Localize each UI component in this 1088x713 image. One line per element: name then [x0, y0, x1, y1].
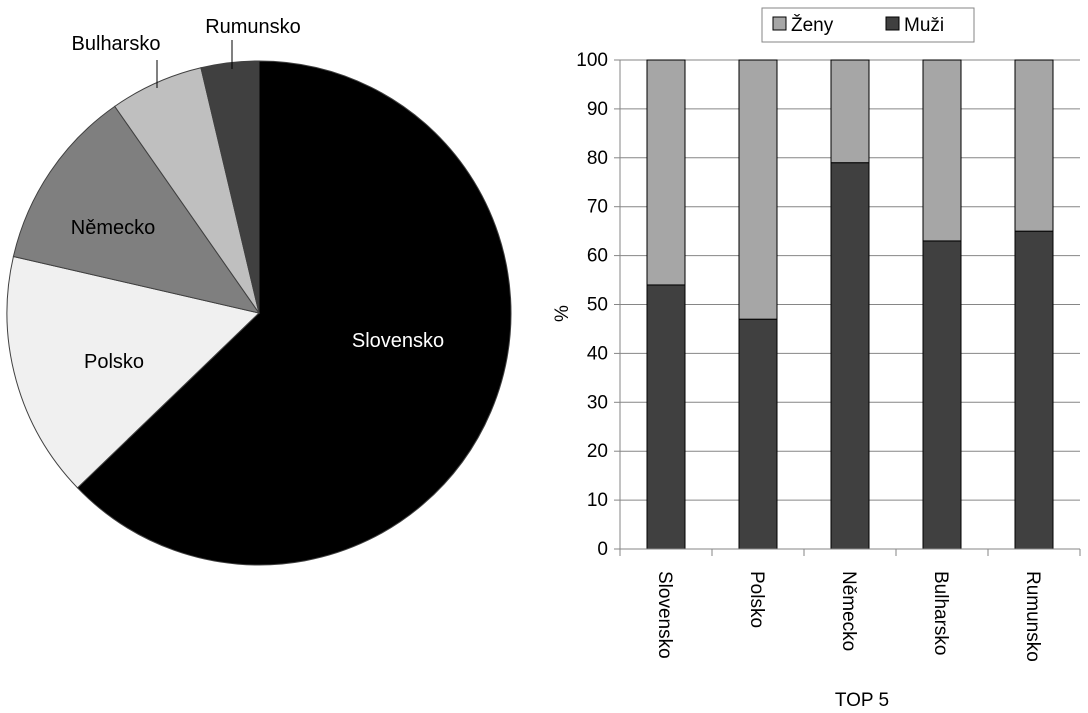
- pie-label-rumunsko: Rumunsko: [205, 16, 301, 38]
- y-tick-label-0: 0: [597, 539, 608, 560]
- legend-label-zeny: Ženy: [791, 14, 834, 36]
- legend-label-muzi: Muži: [904, 15, 944, 36]
- pie-slice-rumunsko: [200, 60, 260, 314]
- pie-slice-slovensko: [76, 60, 512, 566]
- pie-chart: Slovensko Polsko Německo Bulharsko Rumunsko: [6, 16, 512, 566]
- y-tick-label-20: 20: [587, 441, 608, 462]
- bar-zeny-polsko: [738, 59, 778, 320]
- bar-zeny-nemecko: [830, 59, 870, 164]
- pie-label-polsko: Polsko: [84, 351, 144, 373]
- y-tick-label-60: 60: [587, 246, 608, 267]
- bar-muzi-slovensko: [646, 284, 686, 550]
- bar-muzi-polsko: [738, 318, 778, 550]
- x-tick-label-bulharsko: Bulharsko: [930, 571, 951, 656]
- x-axis-title: TOP 5: [835, 690, 889, 711]
- bar-zeny-bulharsko: [922, 59, 962, 242]
- x-tick-label-slovensko: Slovensko: [654, 571, 675, 659]
- pie-slice-nemecko: [12, 105, 261, 314]
- legend-box: [761, 7, 975, 43]
- legend-swatch-zeny: [772, 16, 787, 31]
- legend: Ženy Muži: [761, 7, 975, 43]
- y-tick-label-100: 100: [576, 50, 608, 71]
- x-tick-label-nemecko: Německo: [838, 571, 859, 651]
- pie-label-bulharsko: Bulharsko: [72, 33, 161, 55]
- bar-muzi-rumunsko: [1014, 230, 1054, 550]
- y-tick-label-70: 70: [587, 197, 608, 218]
- stacked-bar-chart: 0 10 20 30 40 50 60 70 80 90 100 Slovensko Polsko Něm…: [552, 7, 1081, 711]
- pie-label-slovensko: Slovensko: [352, 330, 444, 352]
- pie-slice-polsko: [6, 255, 261, 489]
- y-tick-label-50: 50: [587, 295, 608, 316]
- y-tick-label-30: 30: [587, 392, 608, 413]
- bars: [646, 59, 1054, 550]
- legend-swatch-muzi: [885, 16, 900, 31]
- bar-zeny-rumunsko: [1014, 59, 1054, 232]
- y-tick-label-80: 80: [587, 148, 608, 169]
- bar-zeny-slovensko: [646, 59, 686, 286]
- bar-muzi-nemecko: [830, 162, 870, 550]
- x-tick-label-rumunsko: Rumunsko: [1022, 571, 1043, 662]
- y-tick-label-90: 90: [587, 99, 608, 120]
- axes: 0 10 20 30 40 50 60 70 80 90 100 Slovensko Polsko Něm…: [576, 50, 1081, 662]
- y-axis-title: %: [552, 305, 573, 322]
- pie-label-nemecko: Německo: [71, 217, 155, 239]
- y-tick-label-10: 10: [587, 490, 608, 511]
- x-tick-label-polsko: Polsko: [746, 571, 767, 628]
- y-tick-label-40: 40: [587, 343, 608, 364]
- bar-muzi-bulharsko: [922, 240, 962, 550]
